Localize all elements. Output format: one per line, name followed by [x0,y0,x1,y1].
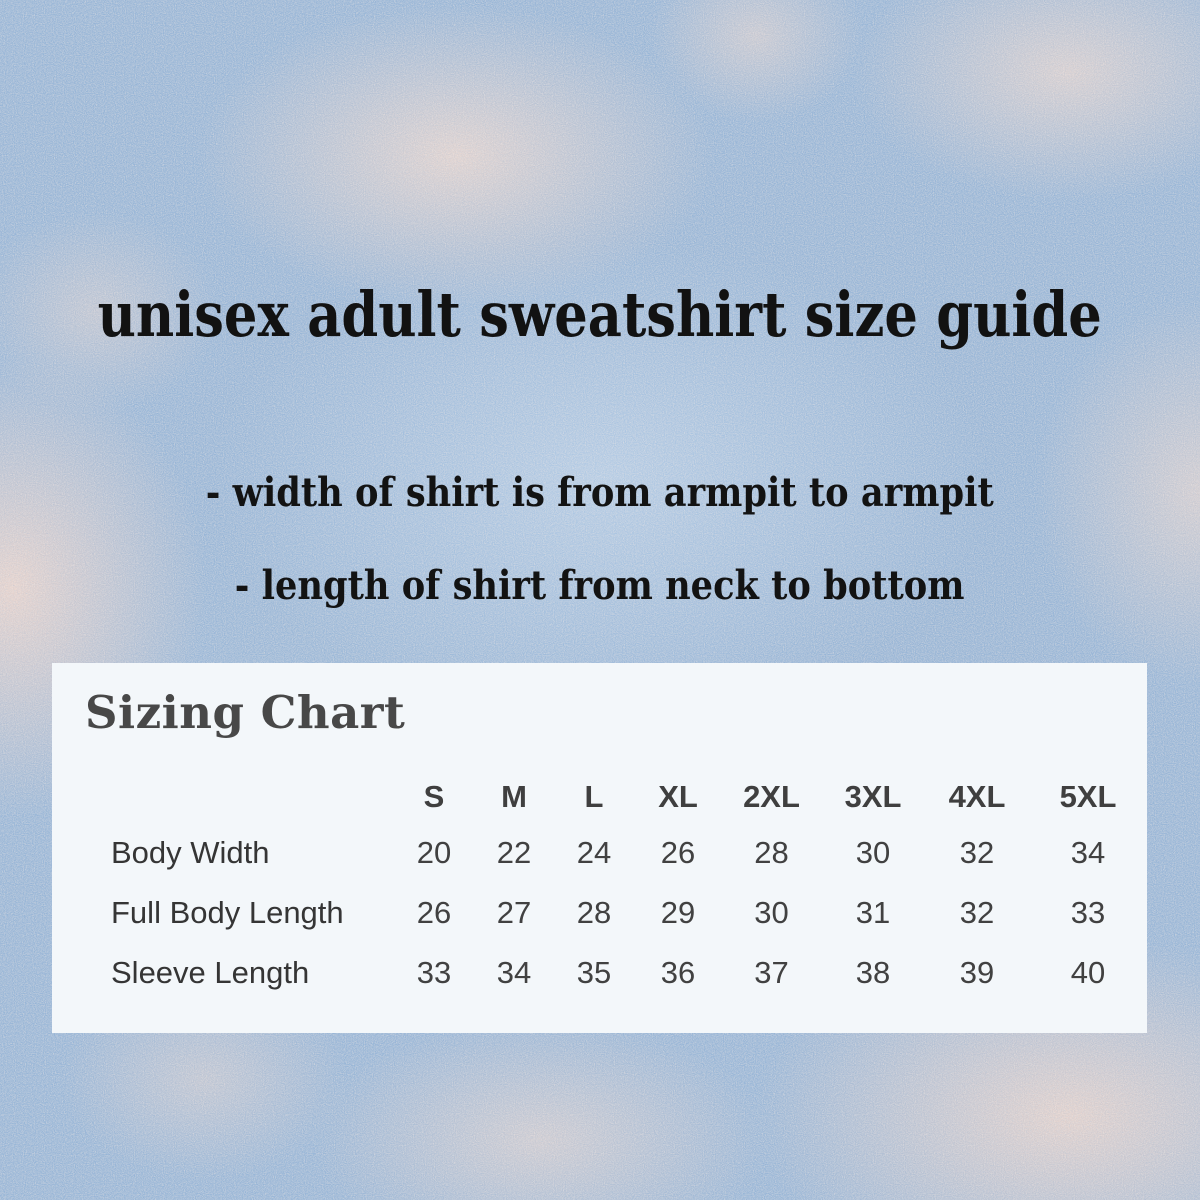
size-cell: 33 [416,955,452,991]
size-cell: 39 [959,955,995,991]
size-cell: 27 [496,895,532,931]
size-cell: 24 [576,835,612,871]
row-label-full-body-length: Full Body Length [111,895,344,931]
size-cell: 32 [959,895,995,931]
page-title-text: unisex adult sweatshirt size guide [97,277,1103,351]
size-cell: 30 [754,895,789,931]
table-row-body-width: Body Width 20 22 24 26 28 30 32 34 [52,823,1147,883]
size-cell: 36 [660,955,696,991]
size-table: S M L XL 2XL 3XL 4XL 5XL Body Width 20 2… [52,771,1147,1003]
table-row-sleeve-length: Sleeve Length 33 34 35 36 37 38 39 40 [52,943,1147,1003]
page-title: unisex adult sweatshirt size guide [0,278,1200,352]
size-col-header-s: S [423,779,445,815]
size-col-header-xl: XL [658,779,698,815]
bullet-length-note-text: - length of shirt from neck to bottom [235,562,965,609]
size-cell: 40 [1070,955,1106,991]
size-header-spacer [52,771,394,823]
size-cell: 28 [576,895,612,931]
size-cell: 26 [660,835,696,871]
sizing-chart-card: Sizing Chart S M L XL 2XL 3XL 4XL 5XL [52,663,1147,1033]
row-label-body-width: Body Width [111,835,270,871]
size-col-header-l: L [584,779,604,815]
bullet-length-note: - length of shirt from neck to bottom [0,562,1200,610]
size-cell: 22 [496,835,532,871]
bullet-width-note-text: - width of shirt is from armpit to armpi… [205,469,995,516]
sizing-chart-heading: Sizing Chart [85,686,406,739]
size-cell: 35 [576,955,612,991]
table-row-full-body-length: Full Body Length 26 27 28 29 30 31 32 33 [52,883,1147,943]
size-cell: 29 [660,895,696,931]
size-header-row: S M L XL 2XL 3XL 4XL 5XL [52,771,1147,823]
size-col-header-4xl: 4XL [948,779,1006,815]
size-cell: 37 [754,955,789,991]
bullet-width-note: - width of shirt is from armpit to armpi… [0,469,1200,517]
size-cell: 31 [855,895,891,931]
size-cell: 26 [416,895,452,931]
size-cell: 38 [855,955,891,991]
size-col-header-m: M [501,779,527,815]
size-cell: 20 [416,835,452,871]
row-label-sleeve-length: Sleeve Length [111,955,310,991]
size-cell: 34 [496,955,532,991]
size-cell: 30 [855,835,891,871]
size-cell: 32 [959,835,995,871]
size-cell: 34 [1070,835,1106,871]
size-cell: 28 [754,835,789,871]
size-col-header-3xl: 3XL [844,779,902,815]
size-col-header-5xl: 5XL [1059,779,1117,815]
size-cell: 33 [1070,895,1106,931]
size-col-header-2xl: 2XL [743,779,800,815]
